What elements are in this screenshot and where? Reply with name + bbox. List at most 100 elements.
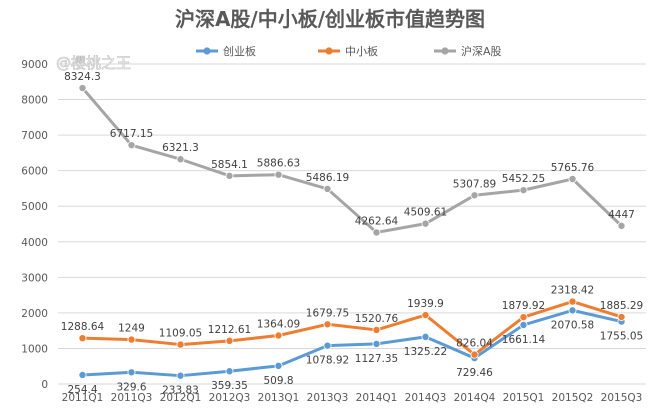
legend-label: 沪深A股 — [461, 44, 502, 58]
y-tick-label: 5000 — [21, 201, 48, 213]
series-line — [81, 300, 623, 357]
data-label: 1879.92 — [502, 300, 545, 312]
data-label: 5765.76 — [551, 162, 595, 174]
data-point — [78, 370, 87, 379]
data-label: 2070.58 — [551, 319, 594, 331]
x-tick-label: 2011Q1 — [62, 392, 104, 404]
data-label: 5452.25 — [502, 173, 545, 185]
legend-marker — [441, 47, 449, 55]
data-point — [225, 336, 234, 345]
data-label: 4447 — [608, 209, 635, 221]
data-label: 1212.61 — [208, 324, 251, 336]
series-line — [81, 308, 623, 378]
data-point — [372, 325, 381, 334]
data-point — [127, 141, 136, 150]
series-line — [81, 86, 623, 234]
x-tick-label: 2013Q1 — [258, 392, 300, 404]
data-label: 729.46 — [456, 367, 493, 379]
y-tick-label: 4000 — [21, 237, 48, 249]
x-tick-label: 2013Q3 — [307, 392, 349, 404]
data-point — [519, 320, 528, 329]
data-label: 826.04 — [456, 338, 493, 350]
data-label: 1679.75 — [306, 307, 349, 319]
data-point — [421, 219, 430, 228]
data-point — [127, 368, 136, 377]
data-label: 1109.05 — [159, 328, 202, 340]
data-label: 5307.89 — [453, 178, 496, 190]
data-point — [176, 155, 185, 164]
data-label: 2318.42 — [551, 285, 594, 297]
data-label: 1755.05 — [600, 331, 643, 343]
series-group — [78, 84, 626, 380]
data-point — [225, 171, 234, 180]
legend-label: 中小板 — [345, 44, 378, 58]
data-point — [323, 341, 332, 350]
data-point — [519, 186, 528, 195]
data-label: 1078.92 — [306, 355, 349, 367]
data-point — [372, 339, 381, 348]
data-label: 1288.64 — [61, 321, 105, 333]
data-label: 329.6 — [116, 381, 146, 393]
data-label: 4509.61 — [404, 207, 447, 219]
data-label: 1127.35 — [355, 353, 398, 365]
data-point — [617, 221, 626, 230]
data-label: 4262.64 — [355, 215, 399, 227]
y-tick-label: 7000 — [21, 130, 48, 142]
data-point — [274, 361, 283, 370]
legend-label: 创业板 — [223, 44, 256, 58]
x-tick-label: 2011Q3 — [111, 392, 153, 404]
data-point — [617, 312, 626, 321]
data-point — [127, 335, 136, 344]
legend-marker — [203, 47, 211, 55]
chart-title: 沪深A股/中小板/创业板市值趋势图 — [175, 7, 485, 31]
data-label: 5886.63 — [257, 158, 300, 170]
data-label: 1520.76 — [355, 313, 399, 325]
data-label: 254.4 — [67, 384, 97, 396]
data-labels: 254.4 329.6 233.83 359.35 509.8 1078.92 1127.3… — [61, 71, 643, 397]
y-tick-label: 2000 — [21, 308, 48, 320]
x-tick-label: 2014Q1 — [356, 392, 398, 404]
gridlines — [58, 63, 646, 385]
x-tick-label: 2012Q3 — [209, 392, 251, 404]
y-tick-label: 8000 — [21, 95, 48, 107]
x-axis: 2011Q1 2011Q3 2012Q1 2012Q3 2013Q1 2013Q3 2014… — [62, 392, 643, 404]
data-label: 233.83 — [162, 385, 199, 397]
data-point — [470, 350, 479, 359]
x-tick-label: 2015Q3 — [601, 392, 643, 404]
data-label: 1325.22 — [404, 346, 447, 358]
legend: 创业板 中小板 沪深A股 — [196, 44, 502, 58]
data-label: 6321.3 — [162, 142, 199, 154]
data-point — [78, 84, 87, 93]
data-point — [176, 340, 185, 349]
data-point — [519, 313, 528, 322]
data-point — [323, 320, 332, 329]
data-label: 6717.15 — [110, 128, 153, 140]
data-label: 359.35 — [211, 380, 248, 392]
data-point — [421, 311, 430, 320]
data-point — [372, 228, 381, 237]
data-point — [421, 332, 430, 341]
data-point — [323, 184, 332, 193]
y-tick-label: 0 — [41, 379, 48, 391]
y-tick-label: 9000 — [21, 59, 48, 71]
data-label: 1939.9 — [407, 298, 444, 310]
y-tick-label: 1000 — [21, 343, 48, 355]
data-label: 1364.09 — [257, 318, 300, 330]
data-point — [470, 191, 479, 200]
data-label: 509.8 — [263, 375, 293, 387]
data-label: 1885.29 — [600, 300, 643, 312]
data-point — [568, 174, 577, 183]
data-point — [225, 367, 234, 376]
y-axis: 0 1000 2000 3000 4000 5000 6000 7000 8000 9000 — [21, 59, 48, 391]
x-tick-label: 2014Q4 — [454, 392, 496, 404]
data-point — [78, 334, 87, 343]
y-tick-label: 6000 — [21, 166, 48, 178]
watermark-text: @樱桃之王 — [56, 54, 131, 72]
legend-marker — [325, 47, 333, 55]
data-point — [568, 306, 577, 315]
data-label: 1249 — [118, 323, 145, 335]
data-point — [274, 170, 283, 179]
x-tick-label: 2014Q3 — [405, 392, 447, 404]
